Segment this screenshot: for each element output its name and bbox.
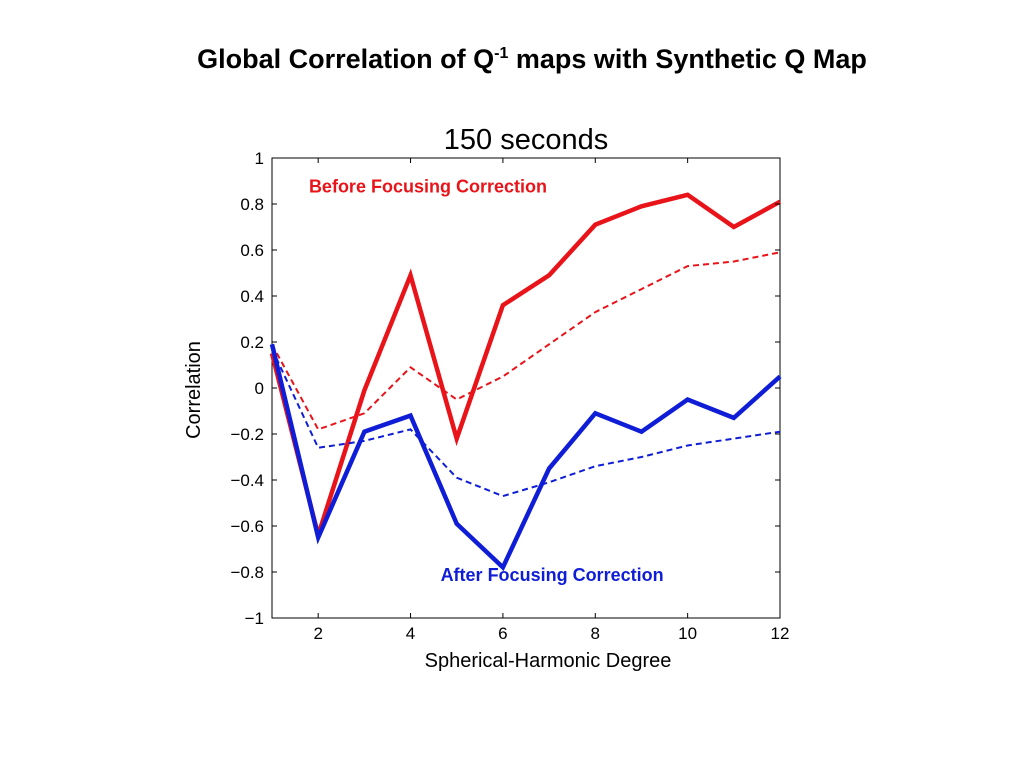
annotation-label: Before Focusing Correction — [309, 177, 547, 197]
series-line-solid-0 — [269, 192, 782, 544]
y-tick-label: 1 — [255, 149, 264, 168]
chart-title: 150 seconds — [444, 124, 608, 156]
x-tick-label: 10 — [678, 624, 697, 643]
plot-area-frame — [271, 157, 781, 619]
slide-title: Global Correlation of Q-1 maps with Synt… — [0, 44, 1024, 75]
slide-title-main: Global Correlation of Q — [197, 44, 495, 74]
ticks-layer: 2 4 6 8 10 12 −1 −0.8 −0.6 −0.4 −0.2 0 0.2 0.4 0.6 0.8 1 — [230, 149, 789, 643]
y-tick-label: 0.8 — [240, 195, 264, 214]
y-tick-label: −1 — [245, 609, 264, 628]
x-tick-label: 6 — [498, 624, 507, 643]
y-tick-label: 0.2 — [240, 333, 264, 352]
annotation-label: After Focusing Correction — [441, 565, 664, 585]
slide-title-rest: maps with Synthetic Q Map — [508, 44, 867, 74]
y-tick-label: −0.2 — [230, 425, 264, 444]
series-layer — [269, 192, 782, 572]
x-tick-label: 8 — [591, 624, 600, 643]
x-tick-label: 4 — [406, 624, 415, 643]
y-tick-label: −0.8 — [230, 563, 264, 582]
series-line-solid-2 — [269, 343, 782, 572]
y-tick-label: −0.4 — [230, 471, 264, 490]
slide-title-superscript: -1 — [494, 45, 509, 62]
y-tick-label: −0.6 — [230, 517, 264, 536]
y-tick-label: 0 — [255, 379, 264, 398]
series-line-dashed-1 — [271, 251, 781, 431]
y-tick-label: 0.6 — [240, 241, 264, 260]
x-tick-label: 2 — [313, 624, 322, 643]
x-axis-label: Spherical-Harmonic Degree — [425, 650, 672, 672]
x-tick-label: 12 — [771, 624, 790, 643]
y-axis-label: Correlation — [183, 341, 205, 439]
annotation-layer: Before Focusing Correction After Focusing… — [309, 177, 664, 586]
series-line-dashed-3 — [271, 348, 781, 498]
y-tick-label: 0.4 — [240, 287, 264, 306]
